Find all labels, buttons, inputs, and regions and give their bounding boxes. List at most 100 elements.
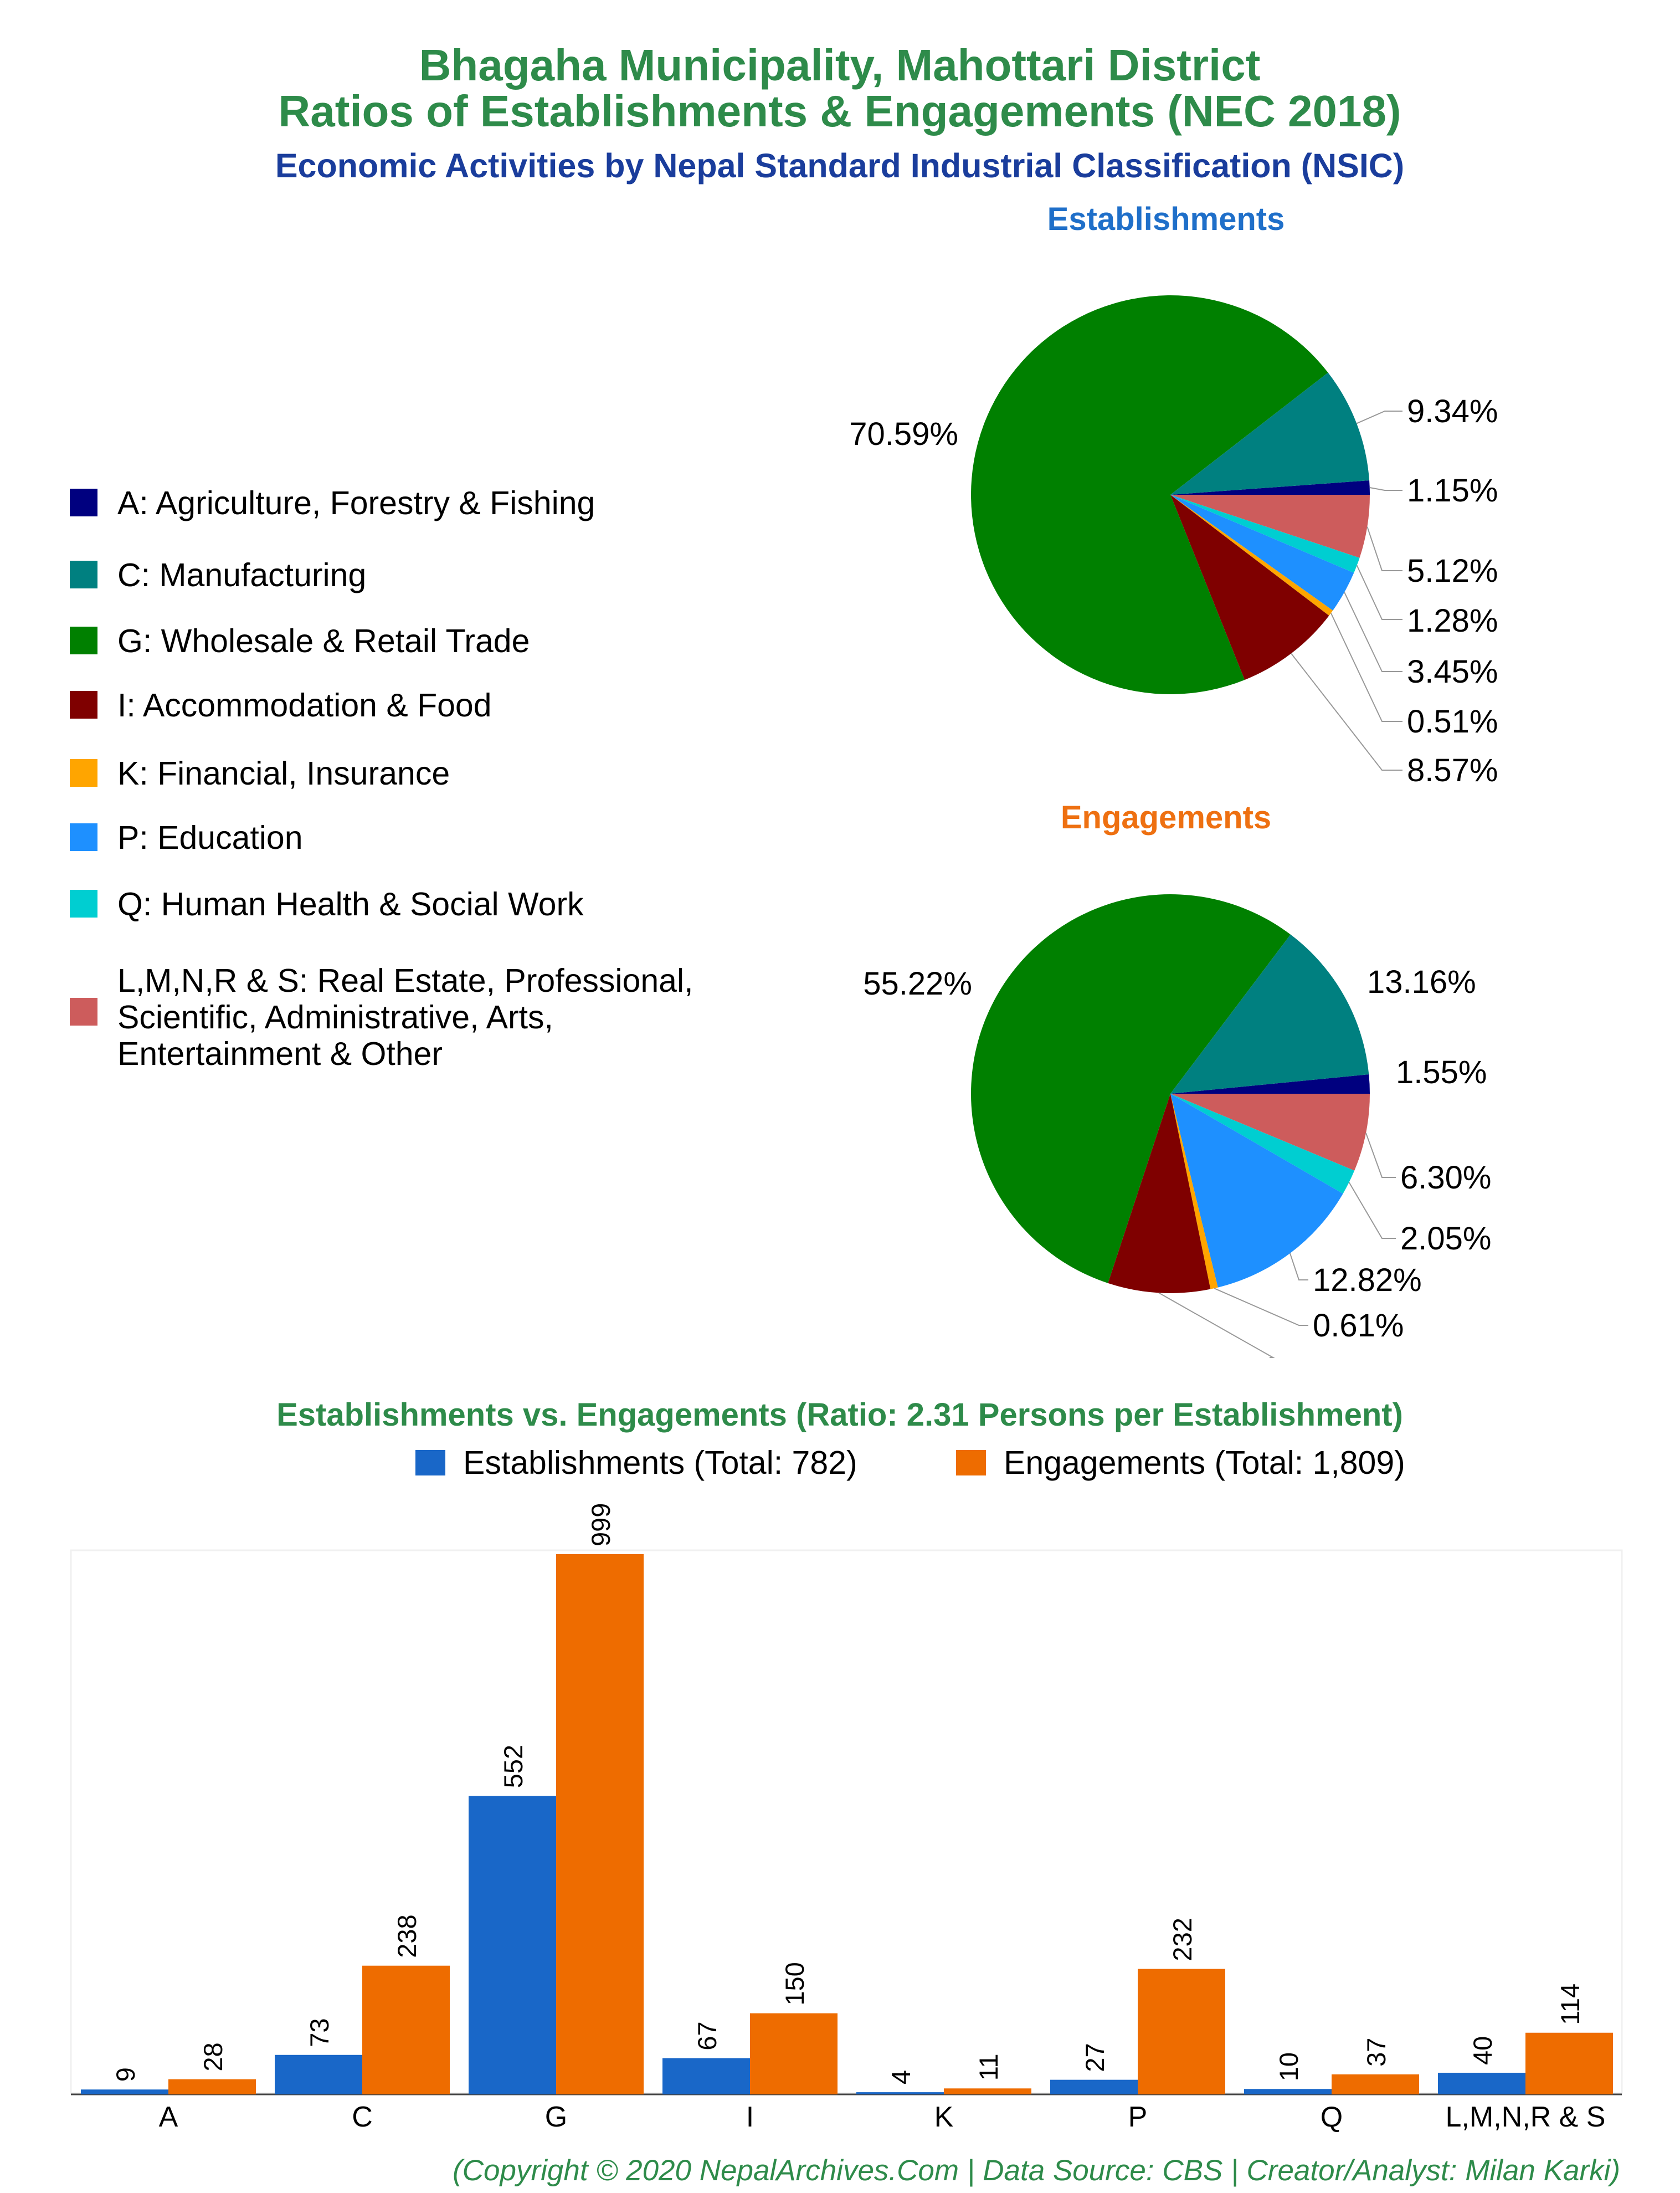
legend-swatch-establishments	[415, 1450, 445, 1475]
legend-label: A: Agriculture, Forestry & Fishing	[117, 485, 595, 521]
x-tick-label: L,M,N,R & S	[1446, 2101, 1606, 2133]
pie-value-label-c: 9.34%	[1407, 393, 1498, 429]
leader-line	[1289, 1253, 1308, 1280]
pie-value-label-g: 55.22%	[863, 966, 972, 1002]
legend-item-a: A: Agriculture, Forestry & Fishing	[70, 485, 595, 521]
leader-line	[1365, 1133, 1396, 1178]
pie-value-label-q: 1.28%	[1407, 603, 1498, 639]
pie-value-label-g: 70.59%	[849, 416, 958, 452]
bar-value-label: 73	[305, 2018, 334, 2047]
pie-value-label-p: 3.45%	[1407, 654, 1498, 690]
leader-line	[1356, 411, 1402, 424]
x-tick-label: K	[934, 2101, 954, 2133]
bar-establishments-5	[1050, 2079, 1138, 2094]
plot-area	[70, 1549, 1623, 2094]
bar-chart: Establishments vs. Engagements (Ratio: 2…	[70, 1397, 1623, 2133]
legend-swatch	[70, 998, 97, 1026]
leader-line	[1366, 526, 1402, 571]
x-tick-label: Q	[1321, 2101, 1343, 2133]
leader-line	[1158, 1292, 1275, 1358]
pie-slice-lmnrs	[1170, 1094, 1370, 1171]
bar-value-label: 4	[886, 2070, 916, 2084]
bar-engagements-3	[750, 2013, 838, 2094]
pie-value-label-k: 0.61%	[1313, 1308, 1404, 1344]
pie-value-label-p: 12.82%	[1313, 1262, 1422, 1298]
pie-slice-c	[1170, 934, 1369, 1094]
pie-slice-g	[970, 894, 1291, 1283]
bar-establishments-7	[1438, 2072, 1525, 2094]
page-title-line2: Ratios of Establishments & Engagements (…	[278, 86, 1401, 136]
bar-establishments-0	[81, 2089, 168, 2094]
leader-line	[1348, 1182, 1396, 1239]
pie-slice-q	[1170, 495, 1360, 573]
leader-line	[1291, 653, 1402, 771]
legend-swatch-engagements	[956, 1450, 986, 1475]
legend-label-establishments: Establishments (Total: 782)	[463, 1444, 857, 1481]
legend-label: I: Accommodation & Food	[117, 687, 492, 724]
bar-establishments-4	[856, 2092, 944, 2094]
pie-slice-q	[1170, 1094, 1355, 1194]
page-subtitle: Economic Activities by Nepal Standard In…	[275, 147, 1404, 185]
legend-item-i: I: Accommodation & Food	[70, 687, 492, 724]
bar-establishments-2	[469, 1796, 556, 2094]
bar-value-label: 150	[780, 1962, 809, 2005]
legend-item-q: Q: Human Health & Social Work	[70, 886, 584, 923]
pie-slice-k	[1170, 495, 1333, 616]
bar-value-label: 10	[1274, 2052, 1303, 2081]
bar-value-label: 40	[1468, 2036, 1497, 2065]
pie-slice-c	[1170, 372, 1370, 495]
bar-engagements-7	[1525, 2032, 1613, 2094]
pie-value-label-k: 0.51%	[1407, 704, 1498, 740]
establishments-pie-title: Establishments	[1047, 201, 1285, 237]
legend-item-lmnrs: L,M,N,R & S: Real Estate, Professional, S…	[70, 962, 693, 1072]
pie-slice-i	[1170, 495, 1329, 680]
legend-label-engagements: Engagements (Total: 1,809)	[1004, 1444, 1405, 1481]
category-legend: A: Agriculture, Forestry & Fishing C: Man…	[70, 485, 693, 1072]
legend-label: C: Manufacturing	[117, 557, 366, 593]
legend-swatch	[70, 823, 97, 851]
bar-engagements-0	[168, 2079, 256, 2094]
pie-value-label-i: 8.57%	[1407, 752, 1498, 788]
bar-establishments-3	[662, 2058, 750, 2094]
bar-establishments-6	[1244, 2089, 1332, 2094]
engagements-pie-title: Engagements	[1061, 800, 1271, 836]
x-tick-label: I	[746, 2101, 754, 2133]
pie-slice-p	[1170, 495, 1354, 611]
bar-chart-legend: Establishments (Total: 782) Engagements …	[415, 1444, 1405, 1481]
leader-line	[1369, 487, 1402, 491]
leader-line	[1356, 565, 1402, 620]
pie-slice-k	[1170, 1094, 1218, 1289]
bar-engagements-5	[1138, 1969, 1225, 2094]
legend-item-c: C: Manufacturing	[70, 557, 366, 593]
bar-value-label: 9	[111, 2067, 140, 2082]
pie-slice-a	[1170, 480, 1370, 495]
legend-label: P: Education	[117, 819, 303, 856]
engagements-pie-chart: Engagements 55.22% 13.16% 1.55% 6.30% 2.05% 1…	[863, 800, 1491, 1358]
leader-line	[1214, 1288, 1308, 1326]
bar-value-label: 232	[1168, 1918, 1197, 1961]
pie-value-label-lmnrs: 5.12%	[1407, 553, 1498, 589]
pie-value-label-q: 2.05%	[1400, 1221, 1491, 1257]
x-tick-label: P	[1128, 2101, 1148, 2133]
bar-value-label: 999	[586, 1503, 615, 1546]
leader-line	[1344, 592, 1402, 672]
page-title-line1: Bhagaha Municipality, Mahottari District	[419, 40, 1261, 90]
bar-value-label: 37	[1362, 2038, 1391, 2067]
legend-swatch	[70, 627, 97, 654]
footer-credit: (Copyright © 2020 NepalArchives.Com | Da…	[453, 2154, 1620, 2187]
pie-value-label-lmnrs: 6.30%	[1400, 1160, 1491, 1196]
bar-engagements-6	[1332, 2074, 1419, 2094]
pie-slice-g	[971, 295, 1328, 694]
bar-value-label: 238	[392, 1914, 422, 1958]
x-tick-label: A	[159, 2101, 178, 2133]
legend-swatch	[70, 759, 97, 787]
legend-label: G: Wholesale & Retail Trade	[117, 623, 530, 659]
x-tick-label: C	[352, 2101, 373, 2133]
legend-item-k: K: Financial, Insurance	[70, 755, 450, 792]
legend-swatch	[70, 691, 97, 719]
bar-chart-title: Establishments vs. Engagements (Ratio: 2…	[276, 1397, 1403, 1433]
pie-value-label-a: 1.55%	[1396, 1054, 1487, 1090]
x-tick-label: G	[545, 2101, 567, 2133]
pie-value-label-a: 1.15%	[1407, 473, 1498, 509]
